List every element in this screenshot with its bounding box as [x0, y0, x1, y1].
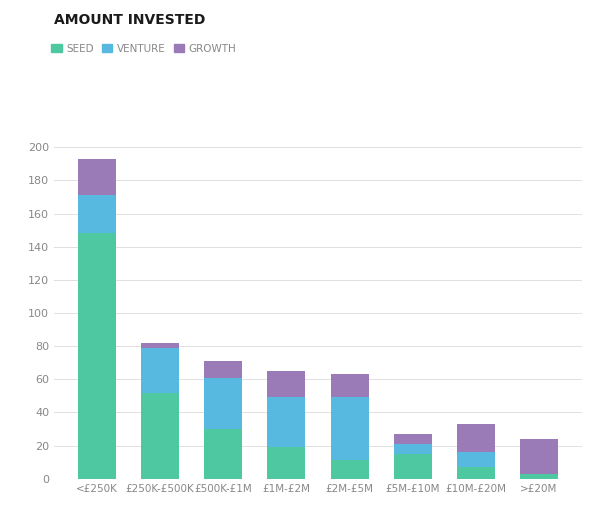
Bar — [457, 467, 495, 479]
Legend: SEED, VENTURE, GROWTH: SEED, VENTURE, GROWTH — [47, 39, 240, 58]
Bar — [141, 343, 179, 348]
Bar — [78, 234, 116, 479]
Bar — [78, 195, 116, 234]
Bar — [268, 398, 305, 447]
Bar — [331, 460, 368, 479]
Bar — [205, 429, 242, 479]
Bar — [394, 454, 431, 479]
Bar — [141, 392, 179, 479]
Bar — [457, 452, 495, 467]
Bar — [394, 434, 431, 444]
Bar — [205, 361, 242, 378]
Bar — [394, 444, 431, 454]
Bar — [78, 159, 116, 195]
Bar — [205, 378, 242, 429]
Bar — [268, 447, 305, 479]
Bar — [141, 348, 179, 392]
Bar — [331, 375, 368, 398]
Bar — [520, 439, 558, 474]
Bar — [268, 371, 305, 398]
Bar — [520, 474, 558, 479]
Bar — [331, 398, 368, 460]
Bar — [457, 424, 495, 452]
Text: AMOUNT INVESTED: AMOUNT INVESTED — [54, 13, 205, 27]
